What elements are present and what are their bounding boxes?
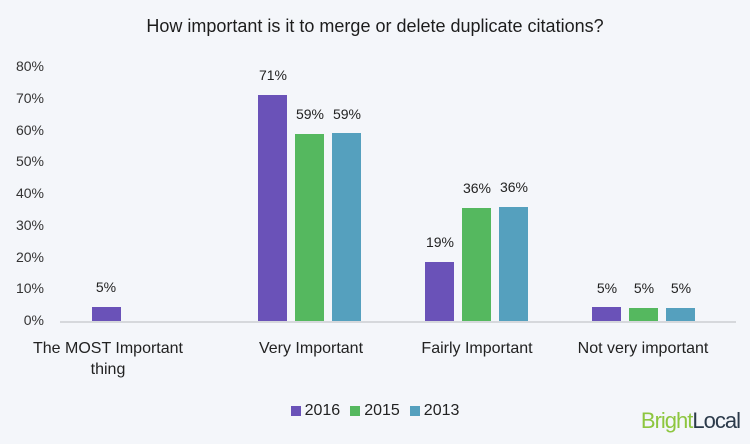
data-label: 19%: [425, 234, 455, 250]
category-label-line: The MOST Important: [33, 340, 183, 357]
category-label: The MOST Important thing: [23, 338, 193, 380]
category-label-line: thing: [90, 361, 126, 378]
legend-swatch-icon: [409, 406, 420, 416]
bar-2016-very-important: [258, 95, 287, 321]
bar-2015-very-important: [295, 134, 324, 321]
y-tick: 20%: [15, 249, 44, 265]
legend: 2016 2015 2013: [0, 402, 750, 420]
y-tick: 70%: [15, 90, 44, 106]
y-tick: 50%: [15, 153, 44, 169]
brightlocal-logo: BrightLocal: [640, 408, 741, 434]
bar-2016-fairly-important: [425, 262, 454, 321]
bar-2016-most-important: [92, 307, 121, 321]
logo-text-bright: Bright: [640, 408, 693, 433]
bar-2013-very-important: [332, 133, 361, 321]
y-tick: 0%: [23, 312, 44, 328]
data-label: 71%: [258, 67, 288, 83]
logo-text-local: Local: [692, 408, 741, 433]
bar-2016-not-very-important: [592, 307, 621, 321]
chart-title: How important is it to merge or delete d…: [146, 16, 604, 36]
data-label: 5%: [633, 280, 655, 296]
data-label: 36%: [462, 180, 492, 196]
bar-2013-fairly-important: [499, 207, 528, 321]
category-label: Fairly Important: [421, 340, 533, 357]
category-label: Very Important: [258, 340, 364, 357]
bar-2015-not-very-important: [629, 308, 658, 321]
legend-item-2016: 2016: [290, 402, 341, 420]
legend-item-2015: 2015: [350, 402, 400, 420]
legend-label: 2015: [364, 402, 400, 419]
bar-2015-fairly-important: [462, 208, 491, 321]
data-label: 5%: [95, 279, 117, 295]
bar-2013-not-very-important: [666, 308, 695, 321]
legend-swatch-icon: [350, 406, 361, 416]
y-tick: 60%: [15, 122, 44, 138]
legend-label: 2013: [423, 402, 460, 419]
legend-label: 2016: [304, 402, 341, 419]
data-label: 5%: [596, 280, 618, 296]
y-tick: 10%: [15, 280, 44, 296]
x-axis-line: [60, 321, 736, 323]
y-tick: 30%: [15, 217, 44, 233]
category-label: Not very important: [577, 340, 709, 357]
legend-item-2013: 2013: [409, 402, 460, 420]
y-tick: 40%: [15, 185, 44, 201]
data-label: 36%: [499, 179, 529, 195]
legend-swatch-icon: [290, 406, 301, 416]
data-label: 5%: [670, 280, 692, 296]
data-label: 59%: [295, 106, 325, 122]
data-label: 59%: [332, 106, 362, 122]
y-tick: 80%: [15, 58, 44, 74]
